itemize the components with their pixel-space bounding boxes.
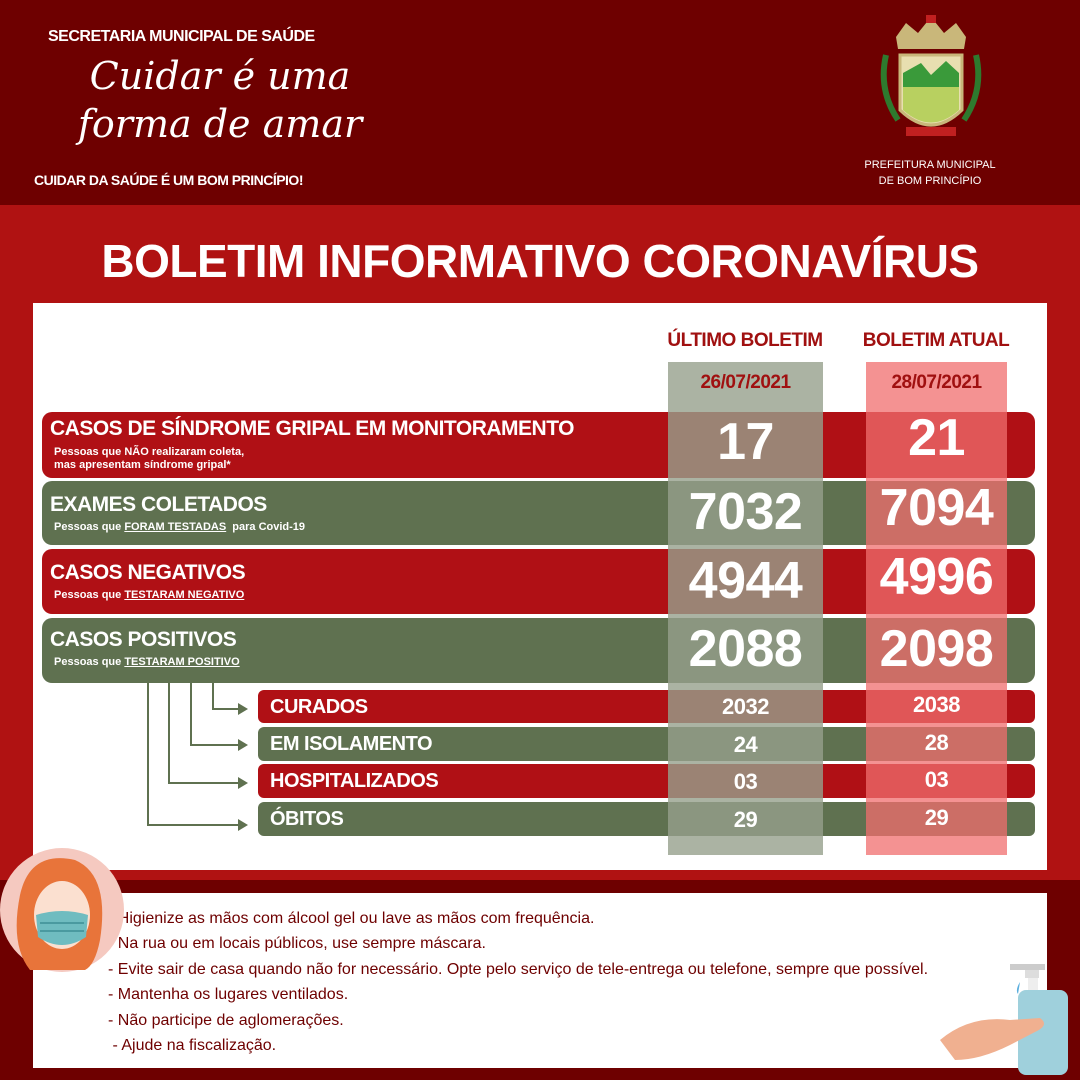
connector-line: [147, 683, 149, 825]
column-header-current: BOLETIM ATUAL: [841, 330, 1031, 352]
tip-item: - Na rua ou em locais públicos, use semp…: [108, 935, 486, 952]
tip-item: - Higienize as mãos com álcool gel ou la…: [108, 910, 595, 927]
value-last: 17: [668, 412, 823, 472]
date-last: 26/07/2021: [668, 372, 823, 394]
tip-item: - Não participe de aglomerações.: [108, 1012, 344, 1029]
tagline-text: CUIDAR DA SAÚDE É UM BOM PRINCÍPIO!: [34, 172, 304, 188]
value-text: 7094: [879, 479, 994, 537]
hand-sanitizer-icon: [940, 964, 1068, 1075]
value-text: 7032: [688, 483, 803, 541]
value-text: 17: [717, 413, 774, 471]
sub-emph: TESTARAM NEGATIVO: [124, 589, 245, 601]
arrowheads-icon: [238, 703, 248, 831]
prefeitura-line-1: PREFEITURA MUNICIPAL: [864, 159, 996, 171]
value-text: 21: [908, 409, 965, 467]
subvalue-current: 2038: [866, 692, 1007, 718]
row-subtitle: Pessoas que TESTARAM POSITIVO: [54, 656, 240, 669]
value-text: 2038: [913, 692, 960, 717]
value-text: 29: [733, 807, 758, 832]
value-current: 7094: [866, 478, 1007, 538]
connector-line: [168, 683, 170, 783]
tagline: CUIDAR DA SAÚDE É UM BOM PRINCÍPIO!: [34, 172, 394, 188]
tip-item: - Evite sair de casa quando não for nece…: [108, 961, 929, 978]
connector-arrow: [147, 824, 246, 826]
column-band-last: [668, 362, 823, 855]
value-last: 2088: [668, 619, 823, 679]
column-header-last: ÚLTIMO BOLETIM: [650, 330, 840, 352]
coat-of-arms-logo: [880, 15, 982, 136]
woman-with-mask-icon: [0, 848, 124, 972]
slogan: Cuidar é uma forma de amar: [40, 52, 400, 148]
slogan-line-1: Cuidar é uma: [89, 54, 351, 98]
slogan-line-2: forma de amar: [77, 102, 363, 146]
connector-line: [190, 683, 192, 745]
column-header-current-text: BOLETIM ATUAL: [862, 330, 1010, 351]
value-current: 2098: [866, 619, 1007, 679]
page-title-text: BOLETIM INFORMATIVO CORONAVÍRUS: [101, 235, 979, 287]
row-subtitle: Pessoas que TESTARAM NEGATIVO: [54, 589, 244, 602]
subvalue-current: 03: [866, 767, 1007, 793]
subrow-title: ÓBITOS: [270, 808, 344, 830]
subvalue-current: 28: [866, 730, 1007, 756]
column-band-current: [866, 362, 1007, 855]
value-current: 4996: [866, 547, 1007, 607]
secretaria-label: SECRETARIA MUNICIPAL DE SAÚDE: [48, 28, 378, 46]
date-current-text: 28/07/2021: [891, 372, 982, 393]
date-last-text: 26/07/2021: [700, 372, 791, 393]
value-text: 2098: [879, 620, 994, 678]
connector-arrow: [212, 708, 246, 710]
tips-box: [33, 893, 1047, 1068]
prefeitura-label: PREFEITURA MUNICIPAL DE BOM PRINCÍPIO: [850, 157, 1010, 189]
row-subtitle-2: mas apresentam síndrome gripal*: [54, 459, 231, 471]
row-title: CASOS NEGATIVOS: [50, 561, 246, 584]
subvalue-current: 29: [866, 805, 1007, 831]
date-current: 28/07/2021: [866, 372, 1007, 394]
subrow-title: HOSPITALIZADOS: [270, 770, 439, 792]
secretaria-text: SECRETARIA MUNICIPAL DE SAÚDE: [48, 28, 315, 45]
value-text: 03: [733, 769, 758, 794]
value-text: 24: [733, 732, 758, 757]
connector-arrow: [190, 744, 246, 746]
value-text: 4944: [688, 552, 803, 610]
prefeitura-line-2: DE BOM PRINCÍPIO: [878, 175, 982, 187]
subvalue-last: 24: [668, 732, 823, 758]
value-text: 2088: [688, 620, 803, 678]
column-header-last-text: ÚLTIMO BOLETIM: [667, 330, 823, 351]
row-title: EXAMES COLETADOS: [50, 493, 267, 516]
row-title: CASOS DE SÍNDROME GRIPAL EM MONITORAMENT…: [50, 417, 574, 440]
subvalue-last: 2032: [668, 694, 823, 720]
sub-suffix: para Covid-19: [226, 521, 306, 533]
subvalue-last: 29: [668, 807, 823, 833]
sub-emph: FORAM TESTADAS: [124, 521, 227, 533]
value-text: 03: [924, 767, 949, 792]
subrow-title: EM ISOLAMENTO: [270, 733, 433, 755]
row-subtitle-1: Pessoas que NÃO realizaram coleta,: [54, 446, 245, 458]
value-last: 4944: [668, 551, 823, 611]
value-text: 4996: [879, 548, 994, 606]
value-last: 7032: [668, 482, 823, 542]
tip-item: - Ajude na fiscalização.: [108, 1037, 277, 1054]
connector-arrow: [168, 782, 246, 784]
subvalue-last: 03: [668, 769, 823, 795]
page-title: BOLETIM INFORMATIVO CORONAVÍRUS: [0, 234, 1080, 288]
row-subtitle: Pessoas que FORAM TESTADAS para Covid-19: [54, 521, 305, 534]
connector-line: [212, 683, 214, 709]
value-text: 2032: [722, 694, 769, 719]
row-title: CASOS POSITIVOS: [50, 628, 237, 651]
value-text: 28: [924, 730, 949, 755]
sub-prefix: Pessoas que: [54, 589, 125, 601]
value-current: 21: [866, 408, 1007, 468]
tip-item: - Mantenha os lugares ventilados.: [108, 986, 349, 1003]
subrow-title: CURADOS: [270, 696, 368, 718]
sub-prefix: Pessoas que: [54, 521, 125, 533]
sub-prefix: Pessoas que: [54, 656, 125, 668]
sub-emph: TESTARAM POSITIVO: [124, 656, 240, 668]
value-text: 29: [924, 805, 949, 830]
